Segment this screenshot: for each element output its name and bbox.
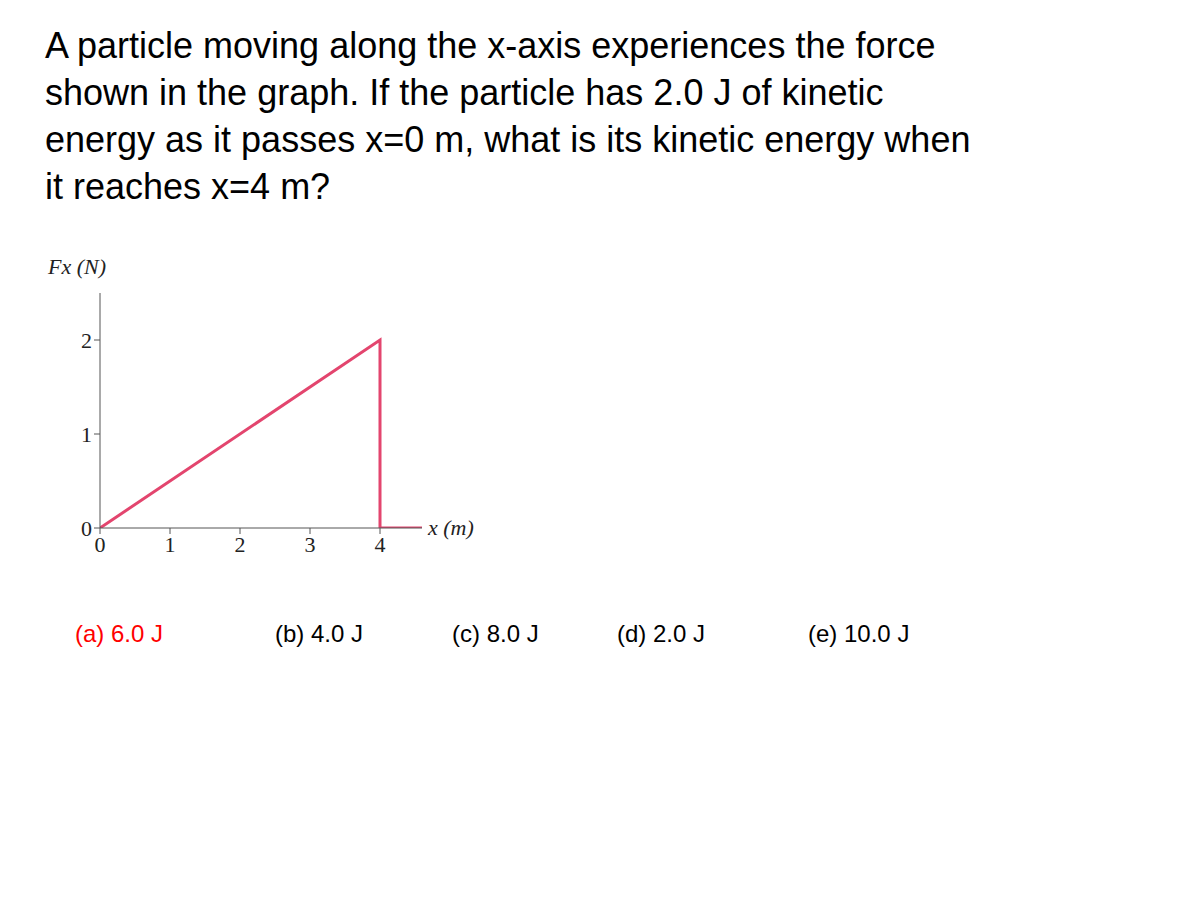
html-text:(b) 4.0 J: (b) 4.0 J bbox=[275, 620, 363, 647]
svg-text:1: 1 bbox=[165, 532, 176, 557]
svg-text:1: 1 bbox=[81, 422, 92, 447]
html-text:(e) 10.0 J: (e) 10.0 J bbox=[808, 620, 910, 647]
svg-text:0: 0 bbox=[95, 532, 106, 557]
svg-text:3: 3 bbox=[305, 532, 316, 557]
svg-text:4: 4 bbox=[375, 532, 386, 557]
html-text:energy as it passes x=0 m, wha: energy as it passes x=0 m, what is its k… bbox=[45, 119, 971, 160]
html-text:(a) 6.0 J: (a) 6.0 J bbox=[75, 620, 163, 647]
html-text:x (m): x (m) bbox=[428, 515, 474, 540]
html-text:it reaches x=4 m?: it reaches x=4 m? bbox=[45, 166, 331, 207]
html-text:Fx (N): Fx (N) bbox=[48, 254, 106, 279]
svg-text:0: 0 bbox=[81, 516, 92, 541]
html-text:A particle moving along the x-: A particle moving along the x-axis exper… bbox=[45, 25, 936, 66]
html-text:shown in the graph. If the par: shown in the graph. If the particle has … bbox=[45, 72, 884, 113]
svg-text:2: 2 bbox=[235, 532, 246, 557]
html-text:(d) 2.0 J: (d) 2.0 J bbox=[617, 620, 705, 647]
html-text:(c) 8.0 J: (c) 8.0 J bbox=[452, 620, 539, 647]
svg-text:2: 2 bbox=[81, 328, 92, 353]
